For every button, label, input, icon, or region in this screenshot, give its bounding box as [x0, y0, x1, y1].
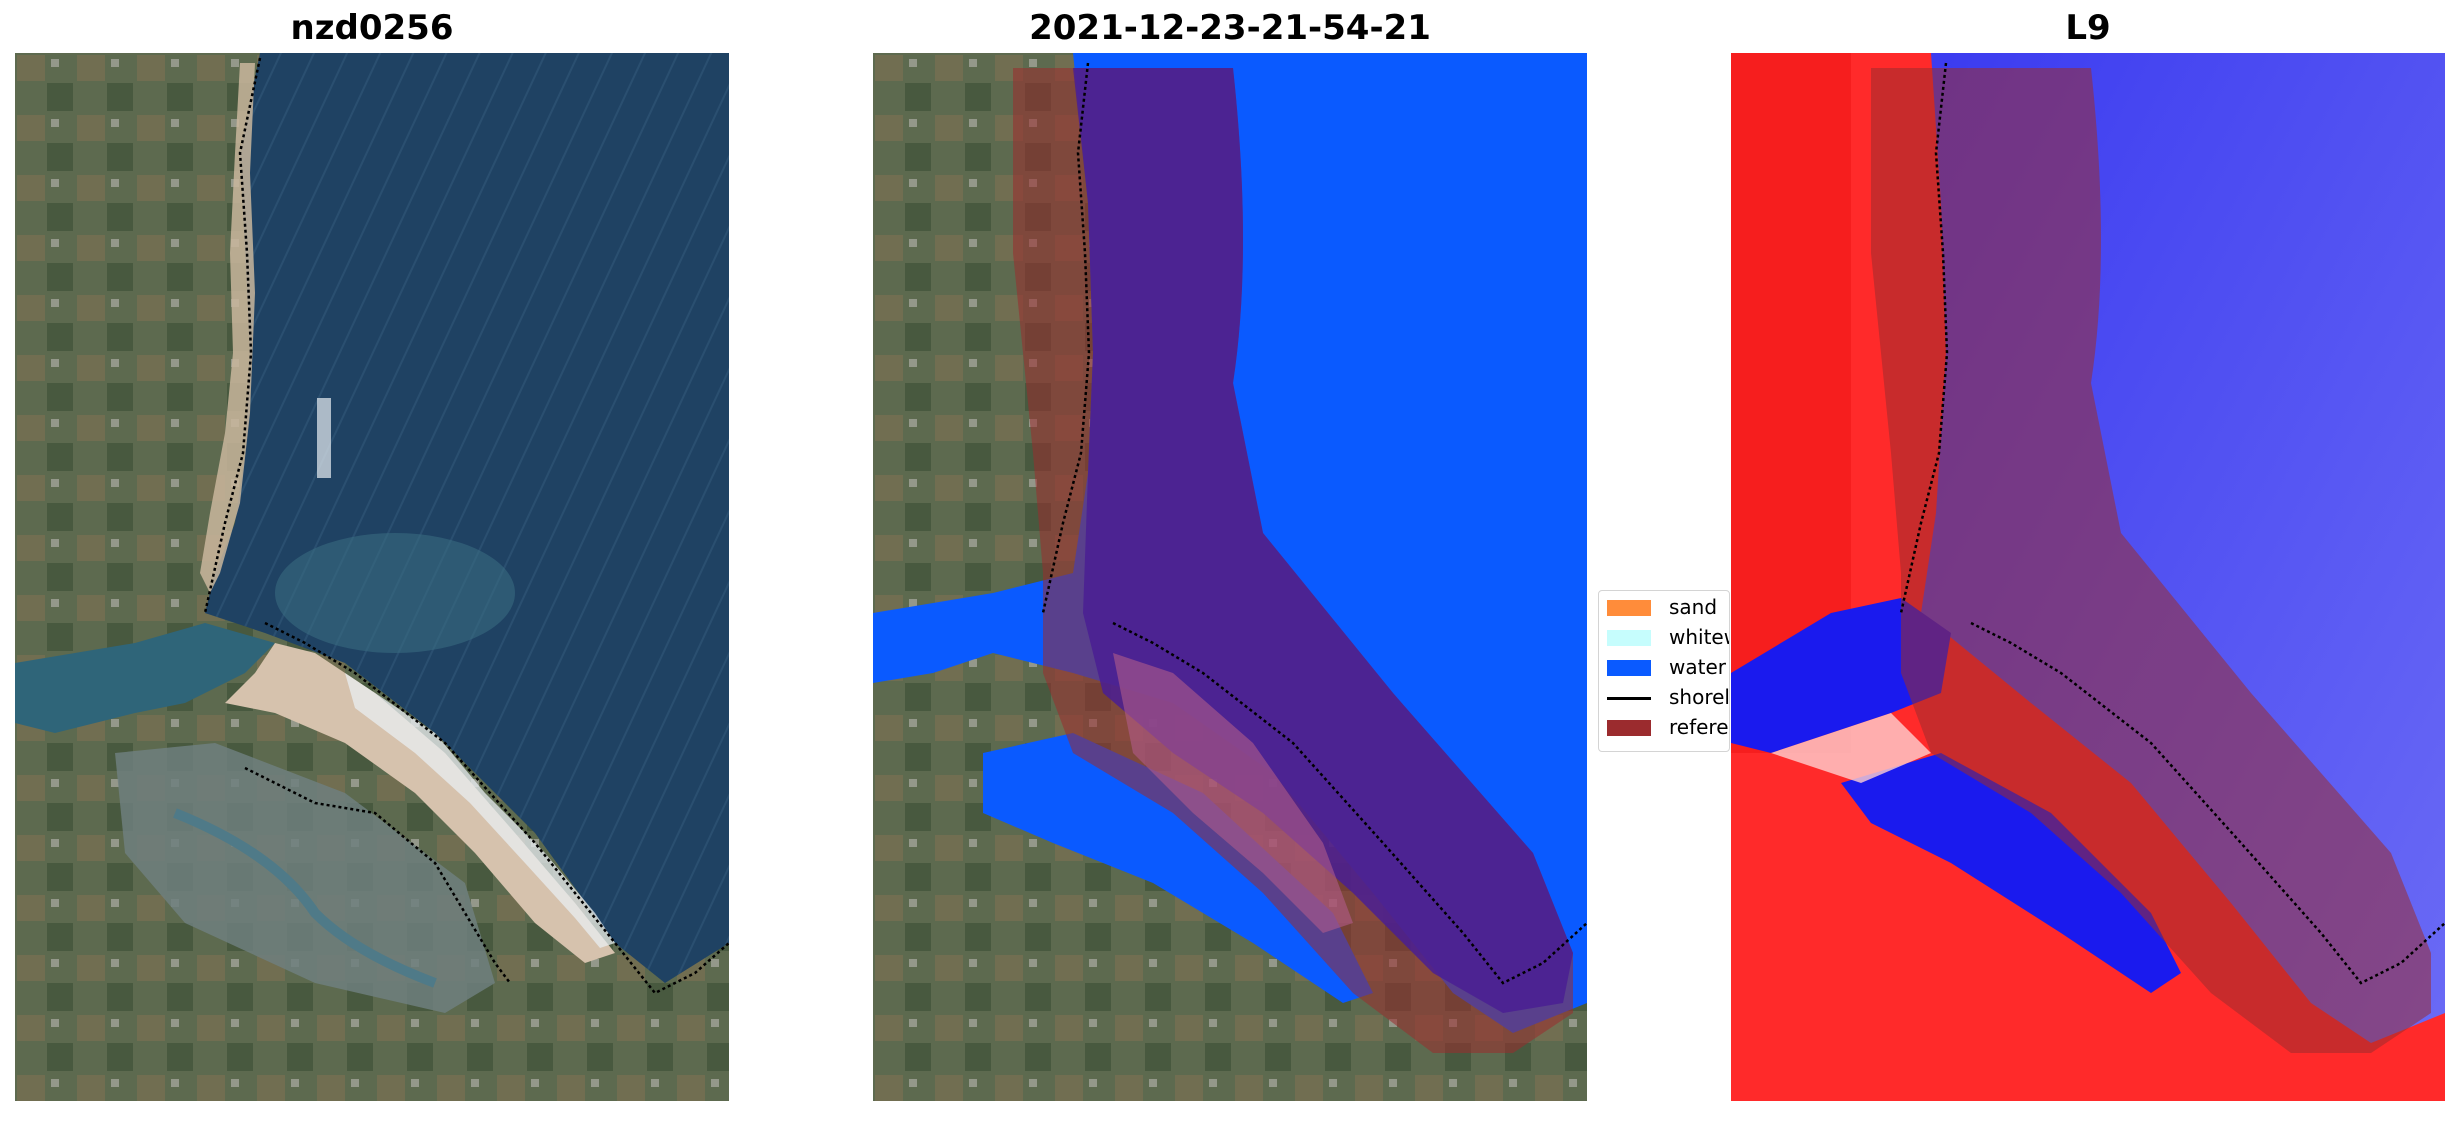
legend-line-shoreline — [1607, 697, 1651, 700]
legend-label-shoreline: shoreline — [1669, 685, 1730, 709]
panel-title-rgb: nzd0256 — [290, 8, 454, 48]
index-image — [1731, 53, 2445, 1101]
legend-swatch-sand — [1607, 600, 1651, 616]
legend-item-shoreline: shoreline — [1607, 683, 1730, 713]
legend-swatch-water — [1607, 660, 1651, 676]
legend-item-reference: reference — [1607, 713, 1729, 743]
rgb-satellite-image — [15, 53, 729, 1101]
panel-title-classification: 2021-12-23-21-54-21 — [1029, 8, 1431, 48]
legend-label-reference: reference — [1669, 715, 1729, 739]
legend-swatch-reference — [1607, 720, 1651, 736]
legend-label-sand: sand — [1669, 595, 1718, 619]
panel-title-index: L9 — [2065, 8, 2111, 48]
legend-item-sand: sand — [1607, 593, 1729, 623]
legend-swatch-whitewater — [1607, 630, 1651, 646]
classification-overlay-image — [873, 53, 1587, 1101]
legend-label-water: water — [1669, 655, 1726, 679]
legend-item-water: water — [1607, 653, 1729, 683]
